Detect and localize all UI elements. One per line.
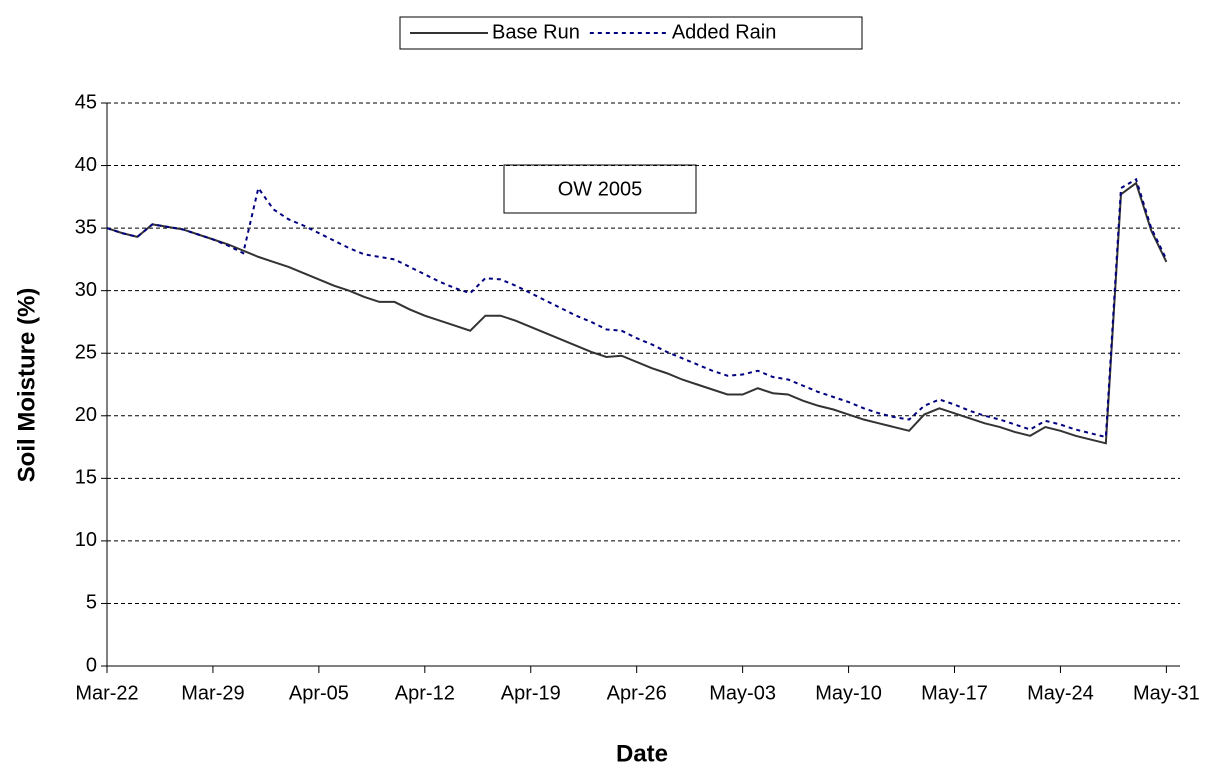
legend-label: Base Run [492, 21, 580, 43]
y-tick-label: 35 [75, 216, 97, 238]
legend-label: Added Rain [672, 21, 777, 43]
x-tick-label: May-24 [1027, 682, 1094, 704]
x-tick-label: Apr-12 [395, 682, 455, 704]
x-axis-title: Date [616, 740, 668, 767]
y-tick-label: 30 [75, 279, 97, 301]
series-line [106, 177, 1168, 439]
y-tick-label: 20 [75, 404, 97, 426]
y-tick-label: 15 [75, 467, 97, 489]
y-tick-label: 40 [75, 154, 97, 176]
x-tick-label: Apr-05 [289, 682, 349, 704]
x-tick-label: Apr-19 [501, 682, 561, 704]
annotation-box [503, 164, 697, 214]
x-tick-label: May-17 [921, 682, 988, 704]
x-tick-label: May-03 [709, 682, 776, 704]
x-tick-label: May-31 [1133, 682, 1200, 704]
x-tick-label: Mar-22 [75, 682, 138, 704]
y-tick-label: 10 [75, 529, 97, 551]
y-tick-label: 25 [75, 342, 97, 364]
annotation: OW 2005 [558, 178, 642, 200]
y-tick-label: 5 [86, 592, 97, 614]
y-tick-label: 0 [86, 654, 97, 676]
y-tick-label: 45 [75, 91, 97, 113]
x-tick-label: May-10 [815, 682, 882, 704]
y-axis-title: Soil Moisture (%) [13, 288, 40, 483]
series-line [106, 181, 1168, 445]
x-tick-label: Apr-26 [607, 682, 667, 704]
x-tick-label: Mar-29 [181, 682, 244, 704]
